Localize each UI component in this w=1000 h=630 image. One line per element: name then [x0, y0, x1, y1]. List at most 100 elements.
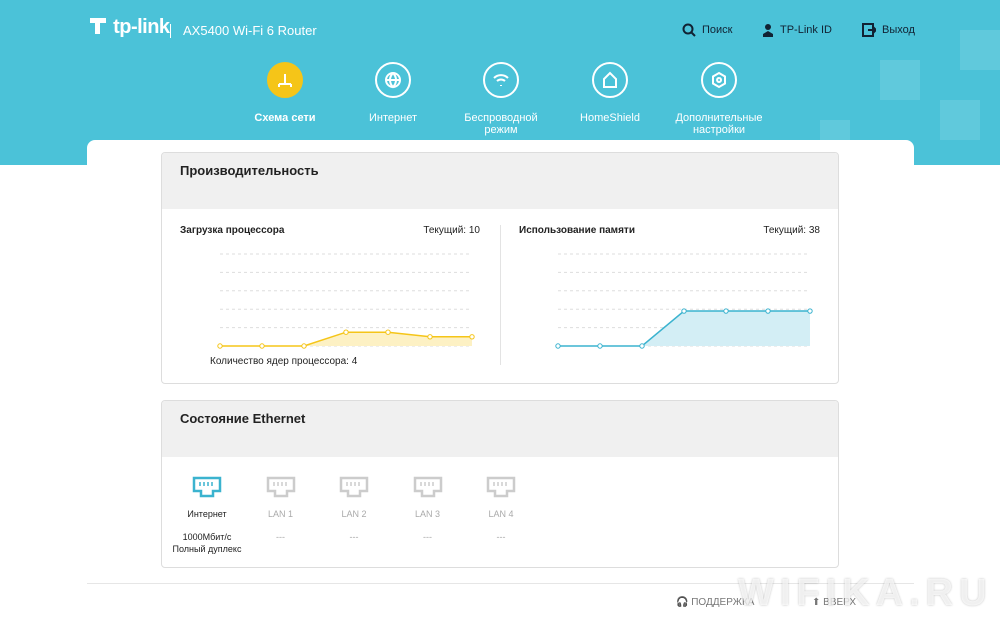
port-status: ---	[349, 532, 359, 542]
chart-title: Использование памяти	[519, 225, 635, 236]
glyph	[385, 72, 401, 89]
point	[639, 343, 645, 349]
cores: Количество ядер процессора: 4	[210, 356, 358, 367]
nav-label: Дополнительные настройки	[675, 112, 763, 136]
port-status: 1000Мбит/с Полный дуплекс	[172, 532, 242, 554]
nav-icon	[483, 62, 519, 98]
pins	[419, 482, 434, 486]
panel-title: Состояние Ethernet	[162, 401, 838, 457]
search-link[interactable]: Поиск	[682, 23, 732, 37]
memory-chart	[555, 253, 813, 349]
top-link[interactable]: ⬆ ВВЕРХ	[812, 597, 857, 608]
nav-label: HomeShield	[580, 112, 640, 124]
current-value: 38	[808, 225, 820, 236]
icon	[603, 71, 617, 88]
glyph	[493, 74, 509, 86]
panel-title: Производительность	[162, 153, 838, 209]
glyph	[278, 74, 292, 87]
nav-item[interactable]: Беспроводной режим	[446, 62, 556, 136]
logo-icon	[90, 18, 106, 34]
link-text: Выход	[882, 24, 915, 36]
port-shape	[486, 476, 516, 498]
point	[427, 334, 433, 340]
point	[765, 308, 771, 314]
port-name: LAN 1	[267, 509, 293, 519]
current-label: Текущий:	[763, 225, 807, 236]
pins	[199, 482, 213, 486]
port-icon	[192, 476, 222, 498]
port-icon	[413, 476, 442, 498]
top-text: ВВЕРХ	[823, 597, 857, 608]
point	[385, 329, 391, 335]
icon	[385, 72, 401, 89]
point	[469, 334, 475, 340]
cpu-chart	[217, 253, 475, 349]
current: Текущий: 10	[423, 225, 480, 236]
port: LAN 2 ---	[314, 475, 394, 543]
support-link[interactable]: 🎧 ПОДДЕРЖКА	[676, 597, 755, 608]
nav-icon	[592, 62, 628, 98]
nav-icon	[375, 62, 411, 98]
point	[259, 343, 265, 349]
port-shape	[192, 476, 222, 498]
model: AX5400 Wi-Fi 6 Router	[170, 24, 317, 38]
nav-label: Беспроводной режим	[464, 112, 538, 136]
icon	[278, 74, 292, 87]
link-text: Поиск	[702, 24, 733, 36]
pins	[346, 482, 360, 486]
point	[343, 329, 349, 335]
port-name: LAN 2	[341, 509, 367, 519]
brand: tp-link	[88, 16, 170, 39]
port-icon	[486, 476, 516, 498]
port-shape	[266, 476, 295, 498]
port-shape	[413, 476, 442, 498]
ethernet-panel: Состояние Ethernet Интернет 1000Мбит/с По…	[161, 400, 839, 568]
port-shape	[339, 476, 369, 498]
point	[723, 308, 729, 314]
icon	[493, 74, 509, 86]
point	[555, 343, 561, 349]
current: Текущий: 38	[763, 225, 820, 236]
header: tp-link AX5400 Wi-Fi 6 Router Поиск TP-L…	[0, 0, 1000, 165]
nav-icon	[267, 62, 303, 98]
nav-item[interactable]: Интернет	[338, 62, 448, 124]
port-status: ---	[496, 532, 506, 542]
support-text: ПОДДЕРЖКА	[691, 597, 755, 608]
point	[681, 308, 687, 314]
port-status: ---	[423, 532, 432, 542]
point	[807, 308, 813, 314]
nav-icon	[701, 62, 737, 98]
port-icon	[339, 476, 369, 498]
brand-text: tp-link	[113, 16, 170, 38]
id-link[interactable]: TP-Link ID	[762, 23, 832, 37]
port-name: Интернет	[187, 509, 227, 519]
port: Интернет 1000Мбит/с Полный дуплекс	[167, 475, 247, 555]
nav-label: Интернет	[369, 112, 417, 124]
point	[301, 343, 307, 349]
nav-item[interactable]: HomeShield	[555, 62, 665, 124]
glyph	[603, 71, 617, 88]
current-value: 10	[468, 225, 480, 236]
point	[597, 343, 603, 349]
icon	[712, 71, 726, 89]
area	[558, 311, 810, 346]
glyph	[712, 71, 726, 89]
port-name: LAN 3	[414, 509, 440, 519]
chart-title: Загрузка процессора	[180, 225, 285, 236]
pins	[493, 482, 507, 486]
current-label: Текущий:	[423, 225, 467, 236]
nav-label: Схема сети	[254, 112, 316, 124]
nav-item[interactable]: Схема сети	[230, 62, 340, 124]
watermark: WIFIKA.RU	[738, 572, 993, 614]
pins	[272, 482, 287, 486]
link-text: TP-Link ID	[780, 24, 832, 36]
nav-item[interactable]: Дополнительные настройки	[664, 62, 774, 136]
port-icon	[266, 476, 295, 498]
area	[220, 332, 472, 346]
logout-link[interactable]: Выход	[862, 23, 915, 37]
point	[217, 343, 223, 349]
port-status: ---	[276, 532, 285, 542]
performance-panel: Производительность Загрузка процессора Т…	[161, 152, 839, 384]
port: LAN 4 ---	[461, 475, 541, 543]
